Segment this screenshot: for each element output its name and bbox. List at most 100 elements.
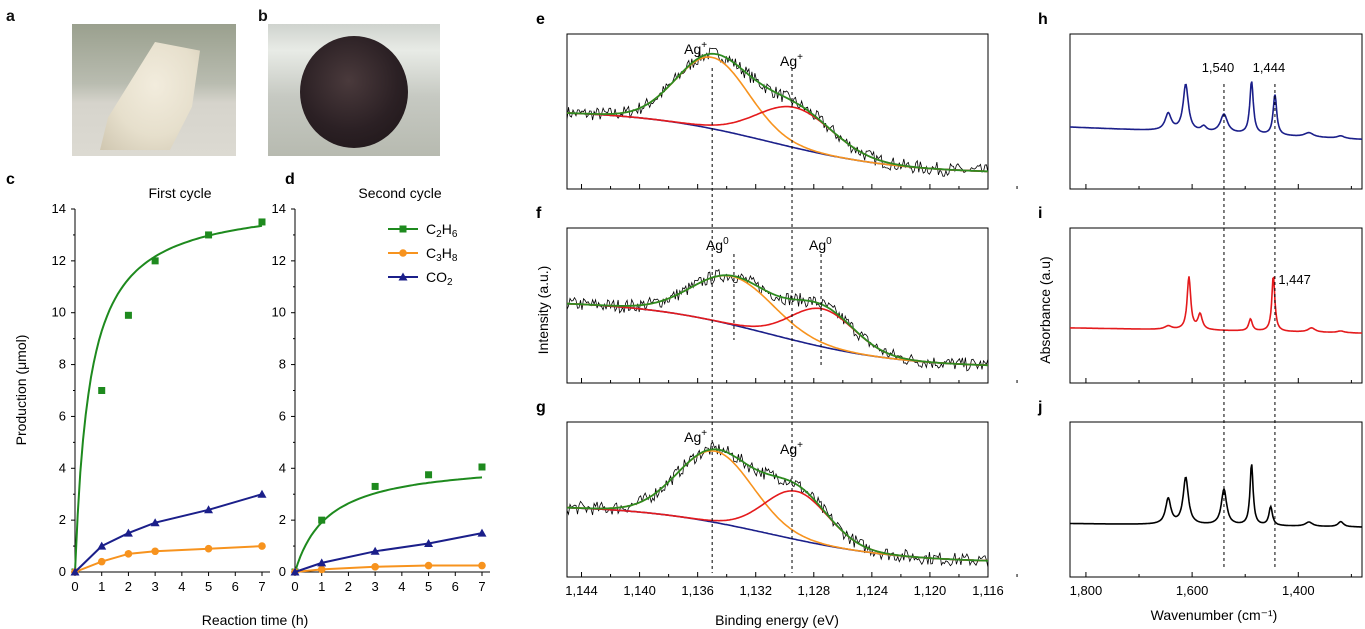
peak-annotation: 1,540 — [1202, 60, 1235, 75]
legend-marker — [399, 249, 407, 257]
chart-hij-xlabel: Wavenumber (cm⁻¹) — [1151, 607, 1278, 623]
panel-letter-a: a — [6, 8, 15, 25]
data-point-CO2 — [424, 538, 434, 547]
x-tick-label: 5 — [205, 579, 212, 594]
x-tick-label: 3 — [372, 579, 379, 594]
fit-peak-2 — [566, 105, 989, 173]
x-tick-label: 5 — [425, 579, 432, 594]
x-tick-label: 1 — [98, 579, 105, 594]
data-point-CO2 — [477, 528, 487, 537]
x-tick-label: 6 — [452, 579, 459, 594]
panel-letter-b: b — [258, 8, 268, 25]
y-tick-label: 0 — [279, 564, 286, 579]
peak-label: Ag+ — [780, 440, 803, 457]
y-tick-label: 14 — [52, 201, 66, 216]
panel-letter-d: d — [285, 171, 295, 188]
y-tick-label: 6 — [279, 408, 286, 423]
y-tick-label: 14 — [272, 201, 286, 216]
x-tick-label: 6 — [232, 579, 239, 594]
peak-label: Ag0 — [706, 236, 729, 253]
ir-spectrum-i — [1070, 276, 1363, 334]
x-tick-label: 1,400 — [1282, 583, 1315, 598]
data-point-C2H6 — [478, 463, 486, 471]
data-point-CO2 — [150, 518, 160, 527]
data-point-C3H8 — [317, 565, 326, 574]
panel-letter-e: e — [536, 11, 545, 28]
x-tick-label: 1,132 — [739, 583, 772, 598]
legend: C2H6 C3H8 CO2 — [388, 221, 458, 288]
chart-d-title: Second cycle — [358, 185, 441, 201]
panel-letter-f: f — [536, 205, 542, 222]
panel-letter-j: j — [1037, 399, 1042, 416]
y-tick-label: 12 — [52, 253, 66, 268]
x-tick-label: 1,128 — [798, 583, 831, 598]
legend-marker — [398, 272, 408, 281]
pellet — [300, 36, 408, 148]
series-line-C2H6 — [74, 224, 263, 573]
data-point-C3H8 — [478, 561, 486, 570]
data-point-C2H6 — [98, 387, 106, 394]
raw-spectrum — [566, 268, 989, 372]
data-point-C3H8 — [204, 544, 213, 553]
ir-spectrum-j — [1070, 464, 1362, 528]
data-point-C2H6 — [258, 218, 266, 226]
data-point-C3H8 — [424, 561, 433, 570]
data-point-C3H8 — [371, 563, 379, 571]
series-line-CO2 — [74, 493, 263, 573]
x-tick-label: 1,116 — [972, 583, 1004, 598]
data-point-CO2 — [204, 505, 214, 514]
legend-label: C2H6 — [426, 221, 458, 240]
chart-c-title: First cycle — [149, 185, 212, 201]
legend-marker — [399, 225, 407, 233]
data-point-C2H6 — [151, 257, 159, 265]
ir-spectrum-h — [1070, 81, 1362, 140]
background-curve — [567, 506, 988, 562]
fit-peak-1 — [567, 274, 989, 367]
x-tick-label: 7 — [258, 579, 265, 594]
data-point-C3H8 — [124, 550, 133, 558]
x-tick-label: 0 — [71, 579, 78, 594]
pellet-photo-b — [268, 24, 440, 156]
series-line-C3H8 — [74, 545, 263, 573]
data-point-C2H6 — [124, 311, 132, 319]
peak-annotation: 1,447 — [1278, 272, 1311, 287]
panel-letter-h: h — [1038, 11, 1048, 28]
series-line-C2H6 — [294, 476, 483, 573]
fit-peak-1 — [567, 56, 989, 173]
peak-label: Ag0 — [809, 236, 832, 253]
background-curve — [566, 302, 989, 367]
peak-label: Ag+ — [684, 40, 707, 57]
y-tick-label: 2 — [59, 512, 66, 527]
legend-label: C3H8 — [426, 245, 458, 264]
panel-letter-c: c — [6, 171, 15, 188]
y-tick-label: 10 — [272, 305, 286, 320]
powder-photo-a — [72, 24, 236, 156]
x-tick-label: 2 — [345, 579, 352, 594]
fit-envelope — [567, 52, 989, 173]
chart-hij-ylabel: Absorbance (a.u) — [1037, 256, 1053, 363]
chart-efg-ylabel: Intensity (a.u.) — [535, 266, 551, 355]
data-point-CO2 — [317, 558, 327, 567]
y-tick-label: 12 — [272, 253, 286, 268]
x-tick-label: 1,600 — [1176, 583, 1209, 598]
chart-cd-xlabel: Reaction time (h) — [202, 612, 309, 628]
data-point-CO2 — [97, 541, 107, 550]
x-tick-label: 0 — [291, 579, 298, 594]
peak-label: Ag+ — [684, 428, 707, 445]
legend-label: CO2 — [426, 269, 453, 288]
x-tick-label: 1,120 — [914, 583, 947, 598]
y-tick-label: 2 — [279, 512, 286, 527]
plot-frame-g — [566, 421, 989, 578]
data-point-C2H6 — [425, 471, 433, 479]
data-point-CO2 — [370, 546, 380, 555]
chart-efg: Ag+ Ag+ Ag0 Ag0 Ag+ Ag+ 1,144 1,140 1,136 1,132 1,… — [565, 33, 1018, 598]
data-point-C2H6 — [318, 516, 326, 524]
data-point-CO2 — [257, 489, 267, 498]
x-tick-label: 1,136 — [681, 583, 714, 598]
fit-peak-2 — [566, 302, 989, 367]
chart-c-ylabel: Production (μmol) — [13, 335, 29, 446]
data-point-CO2 — [70, 567, 80, 576]
y-tick-label: 10 — [52, 305, 66, 320]
